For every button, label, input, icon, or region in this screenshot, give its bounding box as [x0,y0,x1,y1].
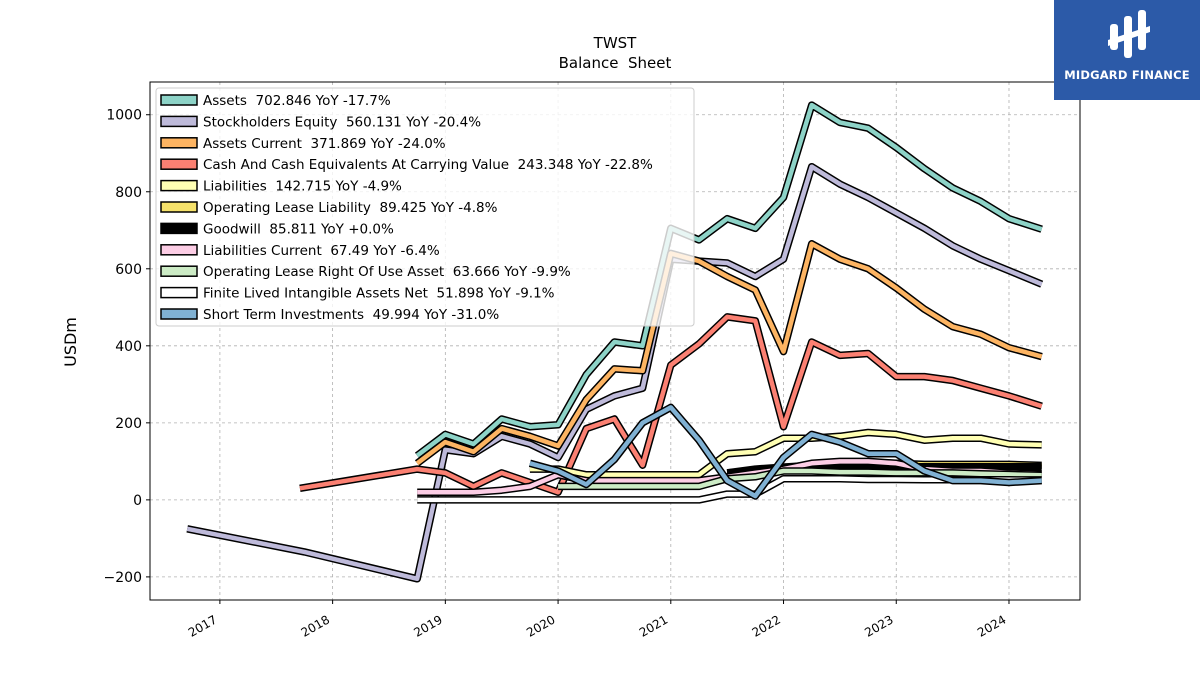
legend-swatch [160,115,198,128]
brand-name: MIDGARD FINANCE [1064,68,1190,82]
legend-label: Liabilities Current 67.49 YoY -6.4% [203,243,440,259]
series-stroke [415,102,1043,458]
x-axis-ticks: 2017 2018 2019 2020 2021 2022 2023 2024 [186,600,1010,640]
legend-label: Liabilities 142.715 YoY -4.9% [203,179,402,195]
legend-swatch [160,244,198,256]
legend-item: Short Term Investments 49.994 YoY -31.0% [160,307,499,323]
legend-item: Liabilities 142.715 YoY -4.9% [160,179,402,195]
chart-subtitle: Balance Sheet [559,54,672,72]
series-stroke [417,476,1042,503]
legend-item: Operating Lease Liability 89.425 YoY -4.… [160,200,498,216]
series-line [417,474,1042,504]
legend-label: Stockholders Equity 560.131 YoY -20.4% [203,114,481,130]
x-tick-label: 2019 [411,612,444,639]
chart-title: TWST [593,34,638,52]
plot-frame [149,81,1081,601]
y-tick-label: −200 [104,570,142,586]
legend-label: Assets 702.846 YoY -17.7% [203,93,391,109]
legend-label: Finite Lived Intangible Assets Net 51.89… [203,286,555,302]
series-line [529,428,1042,479]
legend-frame [155,87,695,327]
legend-swatch [160,265,198,277]
x-tick-label: 2024 [975,612,1008,639]
legend-swatch [160,286,198,299]
legend-swatch [160,179,198,192]
series-line [414,240,1043,467]
series-line [414,101,1043,459]
series-line [558,467,1042,491]
x-tick-label: 2022 [750,612,783,639]
legend-swatch [160,158,198,170]
legend-swatch [160,137,198,149]
series-stroke [415,241,1043,466]
brand-mark-icon [1108,10,1150,58]
legend-item: Assets 702.846 YoY -17.7% [160,93,391,109]
y-axis-ticks: −200 0 200 400 600 800 1000 [104,108,150,586]
legend-swatch [160,201,198,213]
series-line [299,313,1043,496]
legend-label: Goodwill 85.811 YoY +0.0% [203,221,394,237]
y-tick-label: 800 [115,185,142,201]
y-axis-label: USDm [61,317,80,367]
legend-label: Assets Current 371.869 YoY -24.0% [203,136,446,152]
legend-item: Liabilities Current 67.49 YoY -6.4% [160,243,440,259]
legend-swatch [160,308,198,320]
series-stroke [558,468,1042,489]
x-tick-label: 2017 [186,612,219,639]
legend-label: Short Term Investments 49.994 YoY -31.0% [203,307,499,323]
legend-item: Assets Current 371.869 YoY -24.0% [160,136,446,152]
legend: Assets 702.846 YoY -17.7% Stockholders Eq… [155,87,695,327]
legend-item: Operating Lease Right Of Use Asset 63.66… [160,264,571,280]
x-tick-label: 2021 [637,612,670,639]
legend-swatch [160,222,198,235]
y-tick-label: 1000 [106,108,142,124]
series-stroke [299,314,1043,495]
legend-label: Operating Lease Liability 89.425 YoY -4.… [203,200,498,216]
y-tick-label: 0 [133,493,142,509]
y-tick-label: 400 [115,339,142,355]
x-tick-label: 2023 [862,612,895,639]
legend-item: Finite Lived Intangible Assets Net 51.89… [160,286,555,302]
legend-item: Goodwill 85.811 YoY +0.0% [160,221,394,237]
series-stroke [529,430,1042,478]
x-tick-label: 2018 [299,612,332,639]
legend-item: Cash And Cash Equivalents At Carrying Va… [160,157,653,173]
legend-item: Stockholders Equity 560.131 YoY -20.4% [160,114,481,130]
legend-label: Cash And Cash Equivalents At Carrying Va… [203,157,653,173]
brand-logo: MIDGARD FINANCE [1054,0,1200,100]
series-lines [186,101,1044,583]
series-line [528,403,1042,500]
y-tick-label: 600 [115,262,142,278]
series-stroke [529,405,1042,499]
legend-swatch [160,94,198,106]
y-tick-label: 200 [115,416,142,432]
legend-label: Operating Lease Right Of Use Asset 63.66… [203,264,571,280]
x-tick-label: 2020 [524,612,557,639]
